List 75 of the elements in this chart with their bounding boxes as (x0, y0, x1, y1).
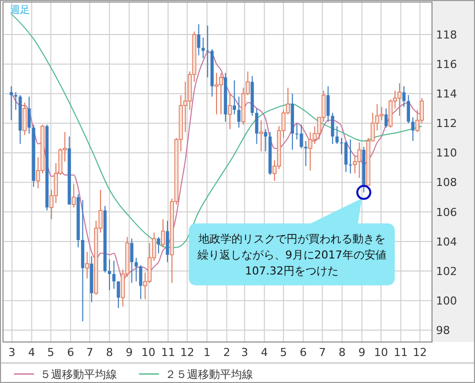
x-tick-label: 12 (180, 346, 194, 359)
candlestick (85, 251, 90, 279)
y-tick-label: 114 (436, 88, 457, 100)
x-tick-label: 4 (28, 346, 36, 359)
candlestick (116, 280, 120, 308)
y-tick-label: 112 (436, 117, 457, 130)
candlestick (161, 218, 165, 248)
y-tick-label: 118 (436, 28, 457, 42)
candlestick (326, 86, 330, 122)
candlestick (255, 108, 258, 144)
candlestick (134, 257, 138, 282)
candlestick (156, 236, 160, 254)
candlestick (139, 264, 142, 300)
y-tick-label: 110 (436, 146, 457, 160)
candlestick (130, 238, 134, 284)
candlestick (308, 132, 312, 172)
candlestick (10, 86, 13, 121)
x-tick-label: 3 (8, 346, 16, 359)
candlestick (357, 142, 362, 178)
candlestick (348, 138, 352, 174)
candlestick (214, 72, 219, 115)
x-tick-label: 8 (106, 346, 113, 359)
candlestick (300, 124, 303, 149)
y-tick-label: 98 (436, 324, 450, 338)
x-tick-label: 10 (374, 346, 388, 359)
candlestick (14, 92, 18, 110)
candlestick (228, 93, 232, 130)
y-tick-label: 106 (436, 206, 457, 219)
candlestick (402, 86, 406, 108)
x-tick-label: 9 (126, 346, 133, 359)
candlestick (28, 96, 31, 134)
candlestick (411, 116, 414, 142)
candlestick (304, 140, 308, 167)
legend-label: ５週移動平均線 (40, 368, 117, 381)
x-tick-label: 7 (86, 346, 94, 359)
candlestick (232, 80, 236, 115)
x-tick-label: 3 (241, 346, 248, 359)
candlestick (344, 140, 348, 172)
x-tick-label: 10 (141, 346, 156, 359)
legend-label: ２５週移動平均線 (165, 368, 253, 381)
candlestick (72, 183, 76, 208)
x-tick-label: 11 (161, 346, 176, 359)
x-tick-label: 8 (338, 346, 346, 359)
y-tick-label: 104 (436, 235, 457, 248)
candlestick (259, 120, 264, 152)
candlestick (22, 102, 27, 136)
y-tick-label: 102 (436, 264, 457, 278)
candlestick (406, 94, 410, 124)
candlestick (384, 108, 388, 128)
chart-title: 週足 (10, 5, 30, 16)
x-tick-label: 9 (358, 346, 366, 359)
x-tick-label: 7 (318, 346, 326, 359)
x-tick-label: 6 (300, 346, 307, 359)
y-tick-label: 108 (436, 176, 457, 190)
candlestick (397, 82, 402, 116)
y-tick-label: 100 (436, 294, 457, 308)
x-tick-label: 5 (280, 346, 287, 359)
candlestick (197, 24, 200, 56)
candlestick (166, 220, 170, 263)
x-tick-label: 6 (67, 346, 74, 359)
x-tick-label: 11 (394, 346, 408, 359)
x-tick-label: 1 (203, 346, 210, 359)
candlestick (108, 258, 112, 291)
candlestick (202, 36, 205, 59)
candlestick (330, 112, 334, 144)
x-tick-label: 4 (260, 346, 268, 359)
candlestick (264, 128, 268, 152)
candlestick (335, 126, 339, 144)
annotation: 地政学的リスクで円が買われる動きを繰り返しながら、9月に2017年の安値107.32円をつけた (196, 232, 386, 278)
candlestick (237, 96, 240, 128)
candlestick (112, 260, 116, 290)
x-tick-label: 5 (47, 346, 54, 359)
x-tick-label: 2 (223, 346, 230, 359)
y-tick-label: 116 (436, 58, 457, 71)
x-tick-label: 12 (412, 346, 427, 359)
